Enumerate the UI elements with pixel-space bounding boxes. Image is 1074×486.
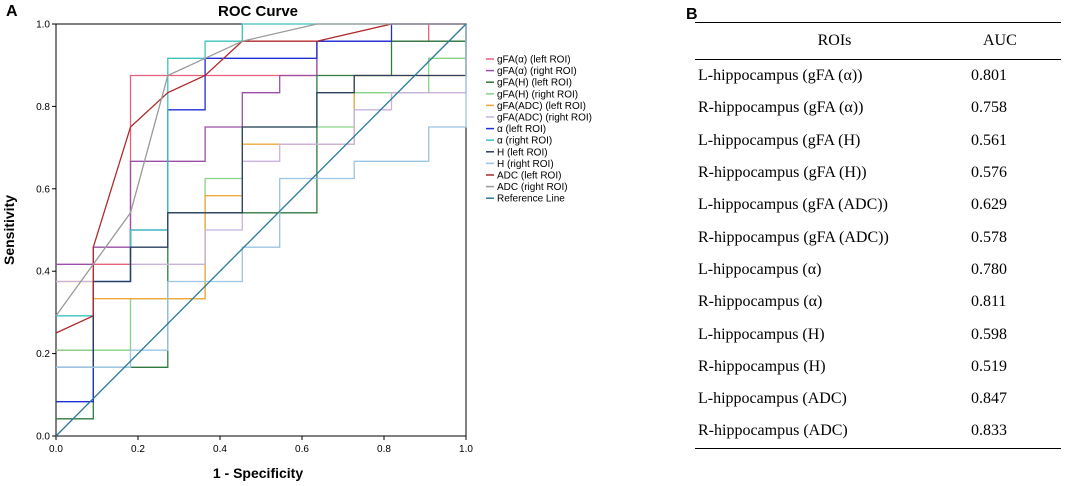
series-line-12 xyxy=(55,23,467,437)
auc-table: ROIs AUC L-hippocampus (gFA (α)) 0.801 R-… xyxy=(695,22,1061,449)
chart-title: ROC Curve xyxy=(218,3,298,20)
legend-label: gFA(ADC) (left ROI) xyxy=(497,101,586,112)
y-axis-ticks: 0.0 0.2 0.4 0.6 0.8 1.0 xyxy=(36,20,56,443)
series-line-5 xyxy=(56,24,467,283)
table-row: L-hippocampus (gFA (H) 0.561 xyxy=(695,125,1061,157)
roi-cell: R-hippocampus (gFA (α)) xyxy=(698,99,864,117)
roi-cell: R-hippocampus (ADC) xyxy=(698,422,848,440)
series-group xyxy=(55,23,467,437)
x-tick-label: 0.0 xyxy=(49,444,63,455)
table-row: R-hippocampus (α) 0.811 xyxy=(695,286,1061,318)
legend-label: Reference Line xyxy=(497,194,565,205)
roi-cell: L-hippocampus (gFA (α)) xyxy=(698,67,863,85)
table-row: R-hippocampus (gFA (ADC)) 0.578 xyxy=(695,221,1061,253)
roi-cell: L-hippocampus (H) xyxy=(698,325,825,343)
roi-cell: R-hippocampus (α) xyxy=(698,293,823,311)
panel-b: B ROIs AUC L-hippocampus (gFA (α)) 0.801 … xyxy=(680,0,1074,486)
table-row: R-hippocampus (gFA (α)) 0.758 xyxy=(695,92,1061,124)
series-line-10 xyxy=(55,23,466,334)
series-line-8 xyxy=(56,24,467,368)
auc-cell: 0.629 xyxy=(971,196,1007,214)
x-tick-label: 1.0 xyxy=(459,444,473,455)
legend-label: gFA(H) (left ROI) xyxy=(497,78,572,89)
legend-label: ADC (left ROI) xyxy=(497,171,561,182)
y-tick-label: 0.8 xyxy=(36,102,50,113)
table-row: L-hippocampus (ADC) 0.847 xyxy=(695,383,1061,415)
x-tick-label: 0.4 xyxy=(213,444,227,455)
table-row: L-hippocampus (gFA (ADC)) 0.629 xyxy=(695,189,1061,221)
x-tick-label: 0.2 xyxy=(131,444,145,455)
roi-cell: R-hippocampus (gFA (H)) xyxy=(698,164,867,182)
auc-cell: 0.576 xyxy=(971,164,1007,182)
panel-a-label: A xyxy=(6,3,18,20)
auc-cell: 0.811 xyxy=(971,293,1007,311)
panel-b-label: B xyxy=(686,6,698,23)
x-tick-label: 0.8 xyxy=(377,444,391,455)
legend-label: α (left ROI) xyxy=(497,124,546,135)
auc-cell: 0.561 xyxy=(971,131,1007,149)
auc-cell: 0.758 xyxy=(971,99,1007,117)
legend-label: gFA(α) (right ROI) xyxy=(497,66,577,77)
x-axis-label: 1 - Specificity xyxy=(213,465,303,481)
auc-cell: 0.598 xyxy=(971,325,1007,343)
series-line-3 xyxy=(56,24,467,351)
legend-label: gFA(α) (left ROI) xyxy=(497,55,571,66)
table-row: R-hippocampus (H) 0.519 xyxy=(695,351,1061,383)
x-tick-label: 0.6 xyxy=(295,444,309,455)
legend-label: H (left ROI) xyxy=(497,147,548,158)
y-tick-label: 0.4 xyxy=(36,267,50,278)
header-auc: AUC xyxy=(983,32,1017,49)
series-line-2 xyxy=(56,24,467,420)
legend-label: α (right ROI) xyxy=(497,136,552,147)
roi-cell: L-hippocampus (gFA (H) xyxy=(698,131,861,149)
auc-cell: 0.847 xyxy=(971,390,1007,408)
roi-cell: L-hippocampus (ADC) xyxy=(698,390,847,408)
table-row: R-hippocampus (gFA (H)) 0.576 xyxy=(695,157,1061,189)
legend-label: H (right ROI) xyxy=(497,159,554,170)
table-row: L-hippocampus (gFA (α)) 0.801 xyxy=(695,60,1061,93)
auc-cell: 0.519 xyxy=(971,357,1007,375)
roi-cell: L-hippocampus (gFA (ADC)) xyxy=(698,196,888,214)
series-line-9 xyxy=(56,24,467,368)
legend-label: ADC (right ROI) xyxy=(497,182,568,193)
y-tick-label: 1.0 xyxy=(36,20,50,31)
y-axis-label: Sensitivity xyxy=(1,195,17,265)
legend: gFA(α) (left ROI)gFA(α) (right ROI)gFA(H… xyxy=(486,55,592,205)
auc-cell: 0.833 xyxy=(971,422,1007,440)
panel-a: A ROC Curve 0.0 0.2 0.4 0.6 0.8 1.0 0.0 0.2 0.4… xyxy=(1,3,592,481)
auc-cell: 0.780 xyxy=(971,260,1007,278)
series-line-0 xyxy=(56,23,466,351)
table-row: L-hippocampus (α) 0.780 xyxy=(695,254,1061,286)
table-header-row: ROIs AUC xyxy=(695,22,1061,60)
y-tick-label: 0.2 xyxy=(36,349,50,360)
y-tick-label: 0.0 xyxy=(36,432,50,443)
auc-cell: 0.801 xyxy=(971,67,1007,85)
auc-cell: 0.578 xyxy=(971,228,1007,246)
table-row: L-hippocampus (H) 0.598 xyxy=(695,318,1061,350)
legend-label: gFA(H) (right ROI) xyxy=(497,89,578,100)
legend-label: gFA(ADC) (right ROI) xyxy=(497,113,592,124)
y-tick-label: 0.6 xyxy=(36,184,50,195)
header-rois: ROIs xyxy=(817,32,852,49)
roi-cell: R-hippocampus (gFA (ADC)) xyxy=(698,228,889,246)
roi-cell: R-hippocampus (H) xyxy=(698,357,826,375)
x-axis-ticks: 0.0 0.2 0.4 0.6 0.8 1.0 xyxy=(49,436,473,455)
roi-cell: L-hippocampus (α) xyxy=(698,260,822,278)
table-row: R-hippocampus (ADC) 0.833 xyxy=(695,415,1061,449)
series-line-11 xyxy=(55,23,466,317)
roc-chart: A ROC Curve 0.0 0.2 0.4 0.6 0.8 1.0 0.0 0.2 0.4… xyxy=(1,3,592,481)
